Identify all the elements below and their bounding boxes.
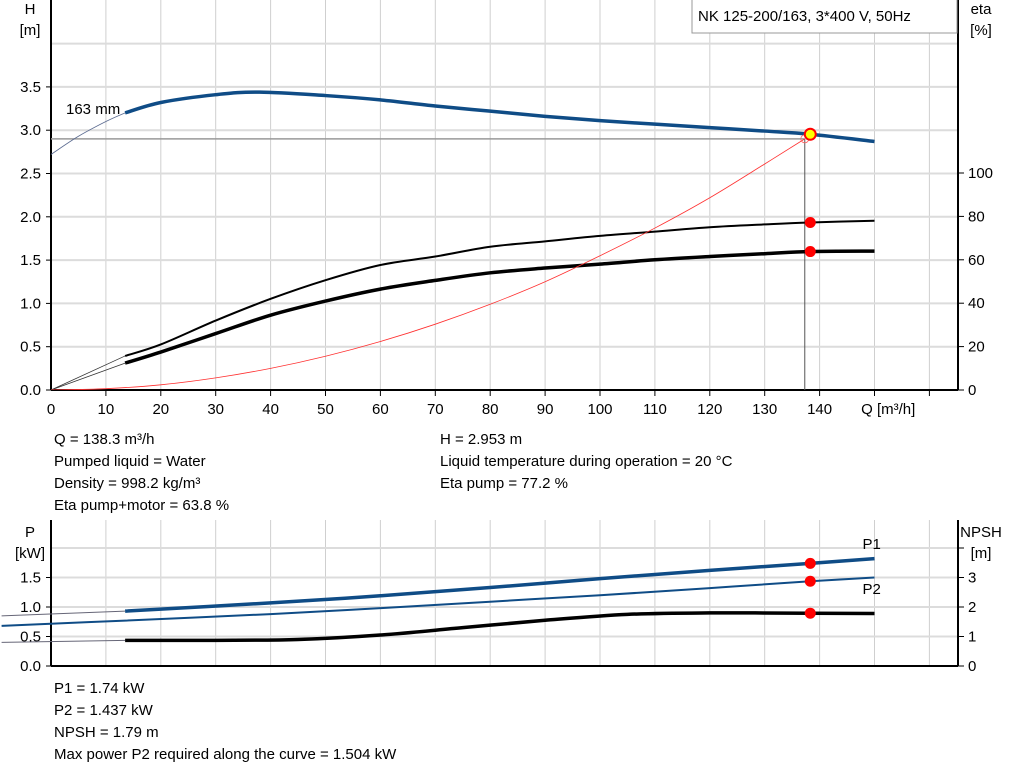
y-tick-label-right: 1 [968, 629, 976, 646]
chart-title: NK 125-200/163, 3*400 V, 50Hz [698, 8, 911, 25]
curve-eta_pump-extension [50, 355, 126, 390]
info-top-right: H = 2.953 m Liquid temperature during op… [440, 429, 732, 495]
x-tick-label: 30 [207, 401, 224, 418]
y-axis-title-right-unit: [m] [971, 545, 992, 562]
title-box [691, 0, 958, 34]
y-tick-label-left: 3.0 [20, 122, 41, 139]
x-tick-label: 40 [262, 401, 279, 418]
y-tick-label-left: 0.5 [20, 339, 41, 356]
info-eta-pump-motor: Eta pump+motor = 63.8 % [54, 497, 230, 514]
y-tick-label-left: 1.5 [20, 252, 41, 269]
y-axis-title-left-unit: [kW] [15, 545, 45, 562]
curve-npsh [125, 611, 875, 643]
y-tick-label-right: 40 [968, 295, 985, 312]
y-axis-title-right: NPSH [960, 524, 1002, 541]
x-tick-label: 60 [372, 401, 389, 418]
info-eta-pump: Eta pump = 77.2 % [440, 475, 568, 492]
x-tick-label: 100 [587, 401, 612, 418]
y-axis-title-left: P [25, 524, 35, 541]
info-npsh: NPSH = 1.79 m [54, 724, 159, 741]
y-tick-label-right: 100 [968, 165, 993, 182]
y-tick-label-left: 1.5 [20, 570, 41, 587]
y-axis-title-left: H [25, 1, 36, 18]
x-tick-label: 50 [317, 401, 334, 418]
curve-p1 [125, 556, 875, 613]
operating-point-npsh [804, 607, 816, 619]
info-p2: P2 = 1.437 kW [54, 702, 153, 719]
y-tick-label-left: 3.5 [20, 79, 41, 96]
info-h: H = 2.953 m [440, 431, 523, 448]
x-tick-label: 20 [152, 401, 169, 418]
info-max-power: Max power P2 required along the curve = … [54, 746, 397, 763]
y-tick-label-right: 0 [968, 658, 976, 675]
y-axis-title-left-unit: [m] [20, 22, 41, 39]
y-tick-label-right: 20 [968, 339, 985, 356]
series-label-p2: P2 [863, 581, 881, 598]
x-tick-label: 70 [427, 401, 444, 418]
operating-point-p2 [804, 575, 816, 587]
info-bottom: P1 = 1.74 kW P2 = 1.437 kW NPSH = 1.79 m… [54, 678, 396, 766]
curve-eta_pump_motor [124, 249, 875, 365]
curve-eta_pump_motor-extension [50, 362, 126, 390]
x-axis-title: Q [m³/h] [861, 401, 915, 418]
curve-npsh-extension [1, 639, 126, 643]
series-label-p1: P1 [863, 536, 881, 553]
y-tick-label-left: 2.5 [20, 166, 41, 183]
x-tick-label: 90 [537, 401, 554, 418]
info-liquid: Pumped liquid = Water [54, 453, 206, 470]
y-tick-label-left: 0.0 [20, 658, 41, 675]
series-group [50, 90, 875, 390]
y-tick-label-left: 0.0 [20, 382, 41, 399]
curve-eta_pump [124, 219, 875, 357]
y-axis-title-right: eta [971, 1, 993, 18]
info-p1: P1 = 1.74 kW [54, 680, 145, 697]
curve-head [124, 90, 875, 144]
x-tick-label: 120 [697, 401, 722, 418]
curve-head-extension [50, 112, 126, 155]
x-tick-label: 110 [643, 401, 667, 418]
impeller-diameter-label: 163 mm [66, 101, 120, 118]
operating-point-eta-pump [804, 216, 816, 228]
y-tick-label-left: 1.0 [20, 295, 41, 312]
y-tick-label-right: 3 [968, 570, 976, 587]
info-q: Q = 138.3 m³/h [54, 431, 155, 448]
x-tick-label: 130 [752, 401, 777, 418]
x-tick-label: 10 [98, 401, 115, 418]
operating-point-p1 [804, 557, 816, 569]
x-tick-label: 80 [482, 401, 499, 418]
y-tick-label-right: 2 [968, 599, 976, 616]
curve-system [50, 138, 805, 390]
curve-p1-extension [1, 610, 126, 617]
y-tick-label-right: 80 [968, 208, 985, 225]
info-density: Density = 998.2 kg/m³ [54, 475, 201, 492]
x-tick-label: 0 [47, 401, 55, 418]
y-tick-label-left: 0.5 [20, 629, 41, 646]
operating-point-eta-pump-motor [804, 246, 816, 258]
info-temperature: Liquid temperature during operation = 20… [440, 453, 733, 470]
y-tick-label-right: 60 [968, 252, 985, 269]
y-axis-title-right-unit: [%] [970, 22, 992, 39]
x-tick-label: 140 [807, 401, 832, 418]
curve-p2 [1, 576, 875, 627]
y-tick-label-left: 2.0 [20, 209, 41, 226]
operating-point-head [803, 127, 817, 141]
info-top-left: Q = 138.3 m³/h Pumped liquid = Water Den… [54, 429, 229, 517]
y-tick-label-left: 1.0 [20, 599, 41, 616]
y-tick-label-right: 0 [968, 382, 976, 399]
